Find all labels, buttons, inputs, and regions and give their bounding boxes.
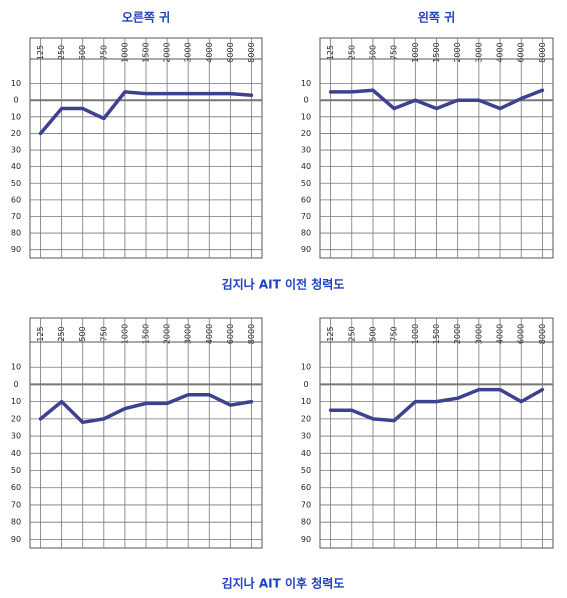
y-tick-label: 30	[301, 146, 311, 155]
y-tick-label: 40	[301, 162, 311, 171]
y-tick-label: 10	[11, 79, 21, 88]
chart-title: 오른쪽 귀	[122, 10, 170, 25]
y-tick-label: 10	[301, 397, 311, 406]
y-tick-label: 40	[11, 162, 21, 171]
y-tick-label: 50	[11, 466, 21, 475]
y-tick-label: 90	[11, 535, 21, 544]
y-tick-label: 10	[301, 112, 311, 121]
y-tick-label: 60	[301, 195, 311, 204]
y-tick-label: 0	[13, 96, 18, 105]
y-tick-label: 90	[11, 245, 21, 254]
y-tick-label: 20	[11, 414, 21, 423]
y-tick-label: 10	[11, 112, 21, 121]
y-tick-label: 20	[301, 414, 311, 423]
y-tick-label: 80	[11, 518, 21, 527]
y-tick-label: 30	[301, 432, 311, 441]
y-tick-label: 90	[301, 535, 311, 544]
y-tick-label: 80	[301, 229, 311, 238]
y-tick-label: 10	[11, 363, 21, 372]
y-tick-label: 30	[11, 146, 21, 155]
y-tick-label: 80	[301, 518, 311, 527]
y-tick-label: 60	[11, 195, 21, 204]
y-tick-label: 50	[301, 466, 311, 475]
y-tick-label: 70	[11, 212, 21, 221]
caption: 김지나 AIT 이후 청력도	[222, 576, 345, 591]
y-tick-label: 30	[11, 432, 21, 441]
y-tick-label: 70	[301, 212, 311, 221]
y-tick-label: 40	[301, 449, 311, 458]
y-tick-label: 0	[13, 380, 18, 389]
y-tick-label: 90	[301, 245, 311, 254]
hearing-line	[38, 90, 254, 136]
y-tick-label: 20	[301, 129, 311, 138]
y-tick-label: 80	[11, 229, 21, 238]
y-tick-label: 0	[303, 96, 308, 105]
y-tick-label: 0	[303, 380, 308, 389]
y-tick-label: 60	[301, 483, 311, 492]
y-tick-label: 20	[11, 129, 21, 138]
hearing-line	[328, 88, 545, 111]
hearing-line	[328, 387, 545, 423]
y-tick-label: 50	[301, 179, 311, 188]
chart-title: 왼쪽 귀	[418, 10, 455, 25]
y-tick-label: 70	[11, 500, 21, 509]
hearing-line	[38, 393, 254, 425]
y-tick-label: 50	[11, 179, 21, 188]
caption: 김지나 AIT 이전 청력도	[222, 277, 345, 292]
y-tick-label: 60	[11, 483, 21, 492]
y-tick-label: 10	[301, 363, 311, 372]
y-tick-label: 10	[11, 397, 21, 406]
y-tick-label: 40	[11, 449, 21, 458]
y-tick-label: 70	[301, 500, 311, 509]
y-tick-label: 10	[301, 79, 311, 88]
